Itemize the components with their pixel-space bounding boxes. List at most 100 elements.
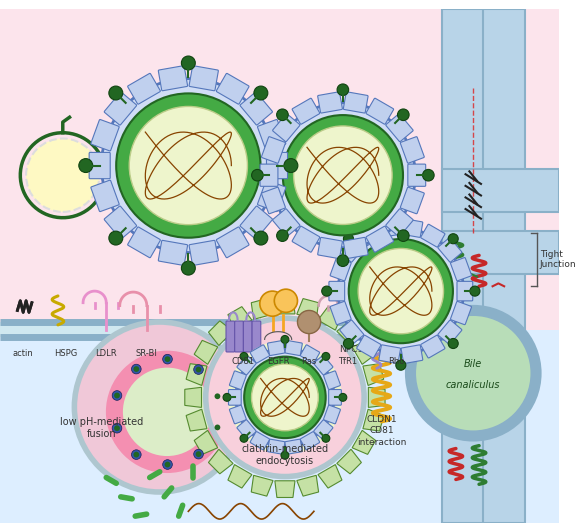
Circle shape — [398, 109, 409, 121]
FancyBboxPatch shape — [329, 389, 342, 405]
Polygon shape — [318, 306, 342, 330]
Circle shape — [448, 234, 458, 244]
FancyBboxPatch shape — [237, 420, 256, 439]
FancyBboxPatch shape — [285, 340, 302, 355]
Circle shape — [448, 338, 458, 348]
Circle shape — [196, 451, 201, 457]
Text: canaliculus: canaliculus — [446, 380, 500, 390]
Circle shape — [133, 452, 139, 458]
FancyBboxPatch shape — [91, 120, 119, 151]
Circle shape — [277, 230, 288, 242]
Text: low pH-mediated: low pH-mediated — [60, 417, 143, 427]
Polygon shape — [208, 449, 233, 474]
FancyBboxPatch shape — [229, 389, 241, 405]
Circle shape — [131, 364, 141, 374]
FancyBboxPatch shape — [258, 120, 286, 151]
FancyBboxPatch shape — [318, 92, 342, 113]
Circle shape — [343, 234, 353, 244]
Bar — [442, 9, 485, 523]
Circle shape — [215, 393, 221, 399]
Circle shape — [114, 393, 120, 398]
Circle shape — [270, 103, 415, 248]
FancyBboxPatch shape — [128, 73, 160, 104]
Circle shape — [79, 159, 93, 172]
FancyBboxPatch shape — [104, 206, 137, 239]
Polygon shape — [194, 430, 218, 454]
Bar — [0, 330, 559, 523]
FancyBboxPatch shape — [457, 281, 472, 301]
Circle shape — [123, 368, 211, 456]
FancyBboxPatch shape — [438, 238, 462, 262]
Circle shape — [260, 291, 285, 316]
Text: fusion: fusion — [87, 429, 116, 439]
Circle shape — [223, 394, 231, 401]
Circle shape — [131, 450, 141, 460]
FancyBboxPatch shape — [217, 227, 249, 257]
FancyBboxPatch shape — [285, 439, 302, 454]
FancyBboxPatch shape — [386, 114, 413, 142]
Circle shape — [382, 311, 401, 330]
Bar — [442, 169, 559, 212]
Circle shape — [133, 366, 139, 372]
Circle shape — [358, 248, 444, 334]
Circle shape — [194, 365, 203, 375]
Circle shape — [240, 435, 248, 442]
Polygon shape — [363, 364, 384, 386]
FancyBboxPatch shape — [250, 345, 270, 363]
Bar — [442, 231, 559, 274]
FancyBboxPatch shape — [240, 92, 273, 125]
Circle shape — [470, 286, 480, 296]
Circle shape — [349, 239, 453, 343]
FancyBboxPatch shape — [329, 281, 345, 301]
Circle shape — [181, 56, 195, 70]
Circle shape — [164, 356, 170, 362]
Circle shape — [163, 460, 173, 469]
Circle shape — [101, 79, 275, 253]
FancyBboxPatch shape — [267, 340, 285, 355]
Polygon shape — [337, 321, 361, 345]
Circle shape — [212, 422, 222, 432]
FancyBboxPatch shape — [314, 355, 333, 375]
Circle shape — [298, 311, 321, 334]
Polygon shape — [275, 297, 295, 314]
FancyBboxPatch shape — [128, 227, 160, 257]
Polygon shape — [228, 306, 252, 330]
Polygon shape — [337, 449, 361, 474]
FancyBboxPatch shape — [400, 137, 424, 163]
Circle shape — [181, 261, 195, 275]
Text: HSPG: HSPG — [54, 349, 78, 358]
Bar — [0, 322, 444, 337]
FancyBboxPatch shape — [266, 152, 288, 179]
Text: NPC1L1: NPC1L1 — [339, 345, 374, 354]
Circle shape — [254, 86, 268, 100]
Circle shape — [322, 435, 330, 442]
FancyBboxPatch shape — [262, 137, 285, 163]
FancyBboxPatch shape — [292, 98, 320, 124]
FancyBboxPatch shape — [292, 226, 320, 252]
Text: SR-BI: SR-BI — [136, 349, 157, 358]
Text: TfR1: TfR1 — [338, 357, 357, 366]
FancyBboxPatch shape — [343, 237, 368, 259]
FancyBboxPatch shape — [366, 98, 394, 124]
Polygon shape — [275, 481, 295, 497]
Circle shape — [343, 338, 353, 348]
FancyBboxPatch shape — [189, 240, 218, 265]
Circle shape — [240, 353, 248, 360]
FancyBboxPatch shape — [301, 431, 320, 450]
Circle shape — [164, 462, 170, 468]
FancyBboxPatch shape — [91, 180, 119, 212]
FancyBboxPatch shape — [330, 302, 351, 325]
FancyBboxPatch shape — [217, 73, 249, 104]
Polygon shape — [297, 298, 318, 319]
Circle shape — [109, 231, 123, 245]
Circle shape — [322, 286, 332, 296]
FancyBboxPatch shape — [240, 206, 273, 239]
Text: Tight
Junction: Tight Junction — [540, 250, 577, 269]
FancyBboxPatch shape — [379, 345, 401, 363]
Circle shape — [283, 115, 403, 235]
Circle shape — [228, 340, 342, 454]
FancyBboxPatch shape — [318, 237, 342, 259]
FancyBboxPatch shape — [340, 320, 364, 344]
Circle shape — [411, 311, 536, 436]
Circle shape — [337, 84, 349, 96]
